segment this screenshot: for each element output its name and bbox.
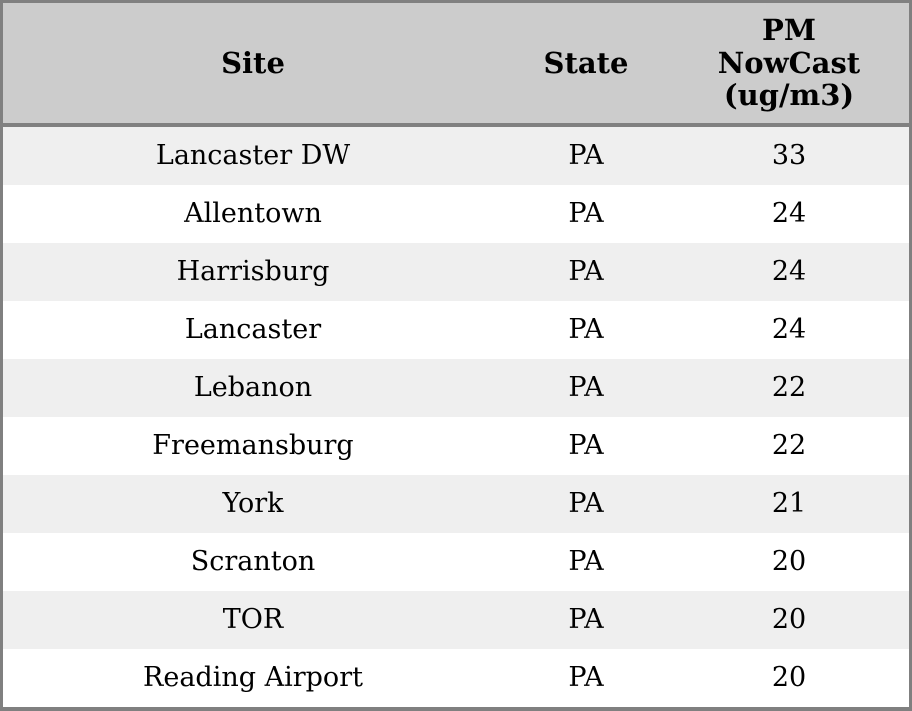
column-header-site: Site	[3, 3, 503, 127]
cell-pm-nowcast: 22	[771, 372, 807, 403]
column-header-pm-nowcast-line3: (ug/m3)	[723, 78, 855, 113]
cell-pm-nowcast: 33	[771, 140, 807, 171]
column-header-pm-nowcast-line1: PM	[762, 13, 816, 48]
cell-site: Lebanon	[193, 372, 313, 403]
table-row: Scranton PA 20	[3, 533, 909, 591]
cell-state: PA	[568, 314, 604, 345]
table-body: Lancaster DW PA 33 Allentown PA 24 Harri…	[3, 125, 909, 707]
cell-site: Harrisburg	[176, 256, 330, 287]
table-header: Site State PM NowCast (ug/m3)	[3, 3, 909, 127]
cell-state: PA	[568, 604, 604, 635]
column-header-state-label: State	[543, 45, 629, 80]
cell-state: PA	[568, 198, 604, 229]
column-header-pm-nowcast: PM NowCast (ug/m3)	[669, 3, 909, 127]
cell-state: PA	[568, 430, 604, 461]
cell-state: PA	[568, 256, 604, 287]
cell-site: TOR	[222, 604, 284, 635]
cell-state: PA	[568, 488, 604, 519]
cell-site: Freemansburg	[152, 430, 354, 461]
table-row: Allentown PA 24	[3, 185, 909, 243]
cell-pm-nowcast: 24	[771, 198, 807, 229]
cell-site: Lancaster	[184, 314, 322, 345]
cell-pm-nowcast: 20	[771, 662, 807, 693]
cell-pm-nowcast: 21	[771, 488, 807, 519]
cell-pm-nowcast: 22	[771, 430, 807, 461]
cell-site: Allentown	[184, 198, 322, 229]
cell-site: Scranton	[190, 546, 316, 577]
cell-pm-nowcast: 24	[771, 314, 807, 345]
table-row: Lebanon PA 22	[3, 359, 909, 417]
cell-site: Lancaster DW	[155, 140, 351, 171]
table-row: Reading Airport PA 20	[3, 649, 909, 707]
column-header-state: State	[503, 3, 669, 127]
cell-pm-nowcast: 20	[771, 604, 807, 635]
cell-state: PA	[568, 546, 604, 577]
column-header-pm-nowcast-line2: NowCast	[717, 45, 861, 80]
cell-state: PA	[568, 140, 604, 171]
column-header-site-label: Site	[221, 45, 285, 80]
cell-site: Reading Airport	[143, 662, 363, 693]
table-row: York PA 21	[3, 475, 909, 533]
cell-site: York	[222, 488, 284, 519]
table-row: Freemansburg PA 22	[3, 417, 909, 475]
table-row: Harrisburg PA 24	[3, 243, 909, 301]
pm-nowcast-table: Site State PM NowCast (ug/m3) Lancaster …	[3, 3, 909, 707]
table-row: Lancaster DW PA 33	[3, 125, 909, 185]
table-row: Lancaster PA 24	[3, 301, 909, 359]
cell-pm-nowcast: 24	[771, 256, 807, 287]
cell-pm-nowcast: 20	[771, 546, 807, 577]
cell-state: PA	[568, 372, 604, 403]
cell-state: PA	[568, 662, 604, 693]
table-row: TOR PA 20	[3, 591, 909, 649]
table-header-row: Site State PM NowCast (ug/m3)	[3, 3, 909, 127]
